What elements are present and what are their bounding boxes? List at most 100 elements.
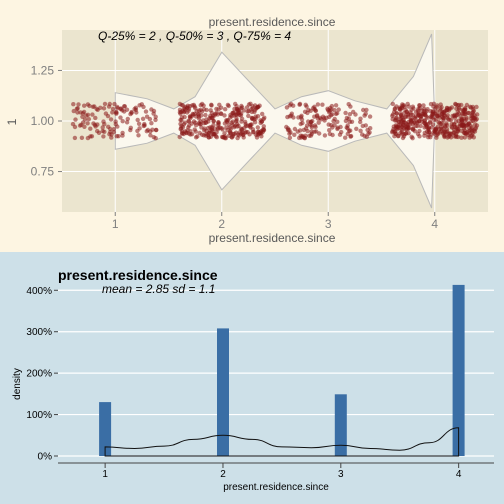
jitter-point [101,134,106,139]
jitter-point [317,131,322,136]
jitter-point [422,125,427,130]
jitter-point [262,115,267,120]
jitter-point [320,102,325,107]
jitter-point [137,126,142,131]
jitter-point [197,130,202,136]
jitter-point [300,120,305,126]
jitter-point [424,114,429,119]
jitter-point [193,129,198,134]
jitter-point [431,104,436,109]
jitter-point [254,105,259,110]
jitter-point [177,110,183,115]
jitter-point [89,134,95,139]
histogram-y-tick-label-3: 200% [26,369,52,380]
jitter-point [287,135,293,140]
jitter-point [316,120,321,125]
jitter-point [71,108,77,114]
jitter-point [421,112,426,117]
jitter-point [330,125,335,130]
jitter-point [77,123,83,128]
jitter-point [207,130,212,136]
jitter-point [103,111,109,116]
histogram-y-tick-label-5: 400% [26,286,52,297]
jitter-point [196,114,201,119]
jitter-point [182,120,188,125]
jitter-point [114,110,119,115]
violin-shape [114,33,436,209]
jitter-point [218,105,224,110]
jitter-point [301,127,307,133]
jitter-point [322,133,328,138]
jitter-point [73,117,78,122]
jitter-point [336,107,341,112]
violin-y-tick-label-1: 0.75 [31,165,55,179]
jitter-point [364,107,369,113]
jitter-point [332,116,337,122]
jitter-point [400,135,406,141]
violin-x-axis-label: present.residence.since [209,231,336,245]
jitter-point [462,135,467,140]
jitter-point [115,106,120,111]
jitter-point [76,102,81,107]
jitter-point [459,135,464,140]
jitter-point [335,119,340,125]
jitter-point [361,107,366,113]
jitter-point [417,134,422,139]
jitter-point [90,112,95,117]
jitter-point [241,135,246,140]
jitter-point [469,134,474,139]
histogram-y-tick-label-1: 0% [38,452,53,463]
jitter-point [235,108,241,113]
jitter-point [177,101,183,107]
jitter-point [324,115,329,121]
jitter-point [199,109,205,114]
jitter-point [214,110,219,116]
jitter-point [82,124,87,129]
jitter-point [418,123,423,129]
jitter-point [120,130,125,136]
jitter-point [134,110,139,115]
violin-x-tick-label-1: 1 [112,217,119,231]
jitter-point [433,127,438,132]
jitter-point [71,102,76,107]
jitter-point [448,106,453,111]
jitter-point [327,110,332,115]
histogram-x-tick-label-4: 4 [456,469,462,480]
jitter-point [153,127,159,133]
jitter-point [354,126,359,131]
jitter-point [474,123,480,128]
jitter-point [206,135,211,140]
jitter-point [238,126,244,131]
jitter-point [219,126,224,131]
jitter-point [409,134,414,139]
jitter-point [468,105,474,110]
jitter-point [298,133,303,138]
jitter-point [235,121,240,127]
jitter-point [111,127,117,132]
violin-chart-panel: 1 2 3 4 0.75 1.00 1.25 present.residence.sinc… [0,0,504,252]
jitter-point [426,130,432,135]
jitter-point [298,128,303,133]
jitter-point [153,114,158,120]
jitter-point [177,134,182,140]
histogram-y-tick-label-4: 300% [26,327,52,338]
jitter-point [210,116,215,121]
jitter-point [188,115,193,121]
jitter-point [82,103,87,108]
jitter-point [110,106,116,112]
jitter-point [406,104,412,109]
jitter-point [188,132,193,137]
jitter-point [145,127,151,133]
jitter-point [330,132,335,138]
jitter-point [230,133,236,139]
jitter-point [149,121,154,126]
jitter-point [467,131,472,136]
jitter-point [101,106,107,111]
jitter-point [191,102,197,108]
jitter-point [233,112,238,118]
jitter-point [94,106,99,112]
density-curve [104,427,460,457]
jitter-point [458,114,463,119]
violin-y-ticks: 0.75 1.00 1.25 [31,63,62,179]
jitter-point [313,124,318,130]
